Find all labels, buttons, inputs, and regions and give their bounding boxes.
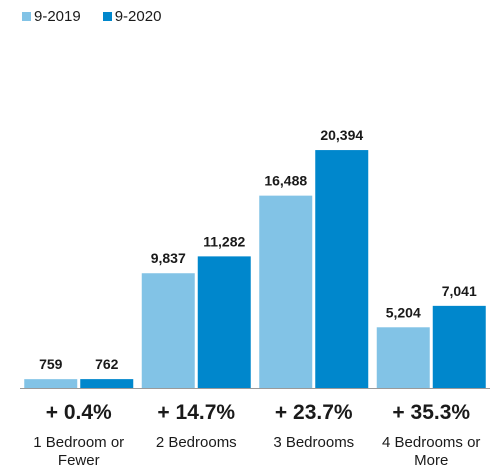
bar-2020-1 bbox=[80, 379, 133, 388]
change-label-2: + 14.7% bbox=[157, 401, 235, 424]
category-label-4-line-2: More bbox=[414, 452, 448, 469]
category-label-4-line-1: 4 Bedrooms or bbox=[382, 434, 480, 451]
data-label-2020-2: 11,282 bbox=[203, 233, 245, 249]
data-label-2019-4: 5,204 bbox=[386, 304, 421, 320]
category-label-1-line-1: 1 Bedroom or bbox=[33, 434, 124, 451]
change-label-3: + 23.7% bbox=[275, 401, 353, 424]
data-label-2020-1: 762 bbox=[95, 356, 119, 372]
bar-2020-4 bbox=[433, 306, 486, 388]
category-label-1-line-2: Fewer bbox=[58, 452, 100, 469]
category-label-3-line-1: 3 Bedrooms bbox=[273, 434, 354, 451]
bar-2019-1 bbox=[24, 379, 77, 388]
category-label-2-line-1: 2 Bedrooms bbox=[156, 434, 237, 451]
bar-2019-2 bbox=[142, 273, 195, 388]
bar-2019-4 bbox=[377, 327, 430, 388]
bar-2020-2 bbox=[198, 256, 251, 388]
change-label-1: + 0.4% bbox=[46, 401, 112, 424]
data-label-2020-4: 7,041 bbox=[442, 283, 477, 299]
data-label-2019-3: 16,488 bbox=[264, 173, 307, 189]
bar-2020-3 bbox=[315, 150, 368, 388]
data-label-2019-1: 759 bbox=[39, 356, 63, 372]
data-label-2020-3: 20,394 bbox=[320, 127, 363, 143]
change-label-4: + 35.3% bbox=[392, 401, 470, 424]
data-label-2019-2: 9,837 bbox=[151, 250, 186, 266]
bar-2019-3 bbox=[259, 196, 312, 388]
